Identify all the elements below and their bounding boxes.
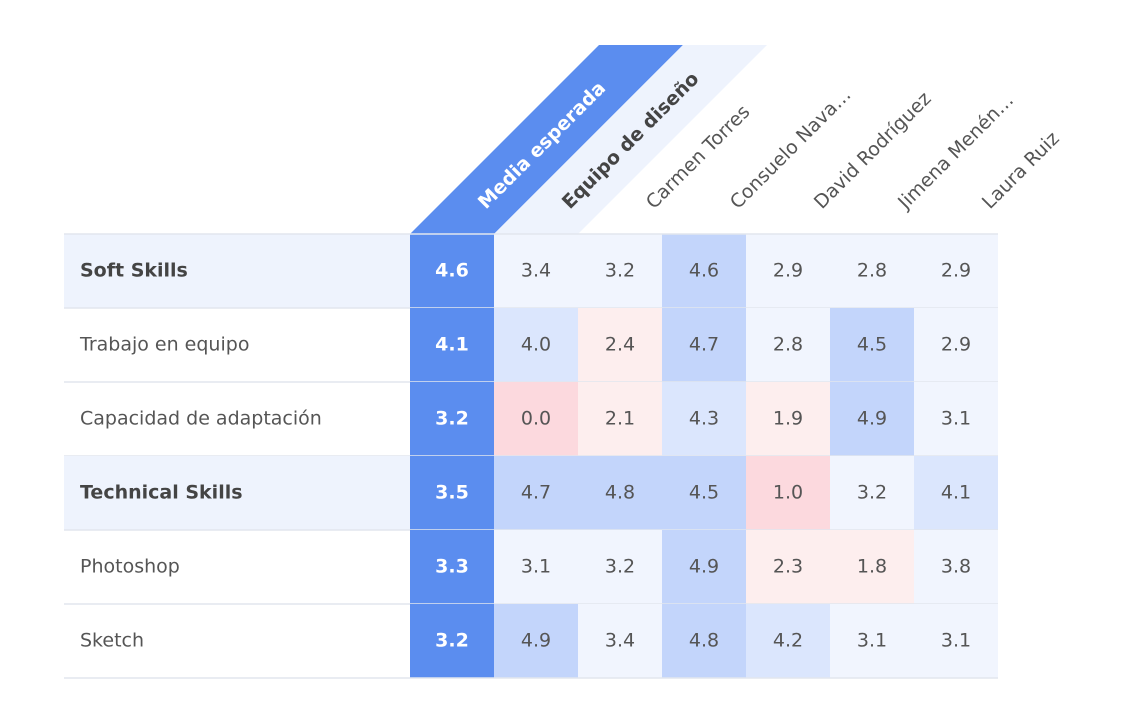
cell-value: 4.8 xyxy=(689,630,719,652)
row-label: Capacidad de adaptación xyxy=(80,408,322,430)
cell-value: 2.1 xyxy=(605,408,635,430)
cell-value: 3.2 xyxy=(605,556,635,578)
score-cell xyxy=(578,530,662,604)
score-cell xyxy=(830,530,914,604)
score-cell xyxy=(914,234,998,308)
score-cell xyxy=(830,382,914,456)
score-cell xyxy=(662,456,746,530)
score-cell xyxy=(494,234,578,308)
cell-value: 4.3 xyxy=(689,408,719,430)
cell-value: 1.8 xyxy=(857,556,887,578)
cell-value: 4.7 xyxy=(521,482,551,504)
score-cell xyxy=(494,308,578,382)
cell-value: 4.9 xyxy=(521,630,551,652)
row-label: Photoshop xyxy=(80,556,180,578)
expected-cell xyxy=(410,456,494,530)
cell-value: 2.9 xyxy=(773,260,803,282)
score-cell xyxy=(746,604,830,678)
cell-value: 3.1 xyxy=(941,408,971,430)
score-cell xyxy=(830,308,914,382)
score-cell xyxy=(662,308,746,382)
score-cell xyxy=(662,382,746,456)
cell-value: 2.9 xyxy=(941,260,971,282)
score-cell xyxy=(578,456,662,530)
row-label: Technical Skills xyxy=(80,482,243,504)
cell-value: 4.6 xyxy=(689,260,719,282)
row-label: Trabajo en equipo xyxy=(79,334,249,356)
score-cell xyxy=(746,308,830,382)
cell-value: 3.2 xyxy=(605,260,635,282)
score-cell xyxy=(914,456,998,530)
cell-value: 2.3 xyxy=(773,556,803,578)
score-cell xyxy=(914,530,998,604)
score-cell xyxy=(494,456,578,530)
cell-value: 3.3 xyxy=(435,556,469,578)
cell-value: 0.0 xyxy=(521,408,551,430)
cell-value: 4.5 xyxy=(857,334,887,356)
cell-value: 2.8 xyxy=(857,260,887,282)
cell-value: 3.2 xyxy=(435,630,469,652)
cell-value: 3.2 xyxy=(435,408,469,430)
cell-value: 4.9 xyxy=(689,556,719,578)
column-header: Laura Ruiz xyxy=(978,128,1064,214)
score-cell xyxy=(830,456,914,530)
expected-banner xyxy=(410,45,683,234)
row-label: Soft Skills xyxy=(80,260,188,282)
cell-value: 1.9 xyxy=(773,408,803,430)
cell-value: 2.8 xyxy=(773,334,803,356)
score-cell xyxy=(746,456,830,530)
score-cell xyxy=(914,604,998,678)
expected-cell xyxy=(410,604,494,678)
score-cell xyxy=(746,382,830,456)
score-cell xyxy=(578,234,662,308)
expected-cell xyxy=(410,530,494,604)
team-banner xyxy=(494,45,767,234)
cell-value: 3.2 xyxy=(857,482,887,504)
cell-value: 3.4 xyxy=(521,260,551,282)
cell-value: 3.4 xyxy=(605,630,635,652)
cell-value: 3.1 xyxy=(521,556,551,578)
score-cell xyxy=(662,530,746,604)
cell-value: 1.0 xyxy=(773,482,803,504)
cell-value: 4.1 xyxy=(435,334,469,356)
score-cell xyxy=(494,382,578,456)
cell-value: 3.5 xyxy=(435,482,469,504)
score-cell xyxy=(914,382,998,456)
cell-value: 4.0 xyxy=(521,334,551,356)
cell-value: 4.6 xyxy=(435,260,469,282)
score-cell xyxy=(494,530,578,604)
cell-value: 3.8 xyxy=(941,556,971,578)
cell-value: 4.7 xyxy=(689,334,719,356)
cell-value: 4.2 xyxy=(773,630,803,652)
expected-cell xyxy=(410,234,494,308)
score-cell xyxy=(662,604,746,678)
score-cell xyxy=(494,604,578,678)
score-cell xyxy=(578,382,662,456)
row-label: Sketch xyxy=(80,630,144,652)
score-cell xyxy=(746,530,830,604)
cell-value: 4.9 xyxy=(857,408,887,430)
score-cell xyxy=(578,604,662,678)
score-cell xyxy=(578,308,662,382)
cell-value: 4.5 xyxy=(689,482,719,504)
score-cell xyxy=(914,308,998,382)
cell-value: 2.9 xyxy=(941,334,971,356)
score-cell xyxy=(746,234,830,308)
expected-cell xyxy=(410,382,494,456)
score-cell xyxy=(830,234,914,308)
cell-value: 3.1 xyxy=(857,630,887,652)
cell-value: 4.8 xyxy=(605,482,635,504)
cell-value: 4.1 xyxy=(941,482,971,504)
expected-cell xyxy=(410,308,494,382)
cell-value: 2.4 xyxy=(605,334,635,356)
cell-value: 3.1 xyxy=(941,630,971,652)
score-cell xyxy=(662,234,746,308)
score-cell xyxy=(830,604,914,678)
